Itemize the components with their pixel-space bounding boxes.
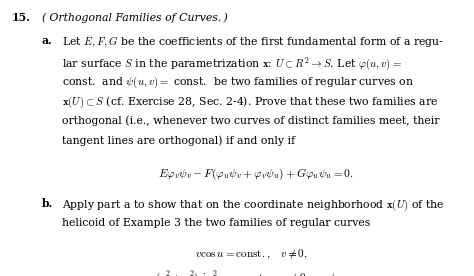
Text: Apply part a to show that on the coordinate neighborhood $\mathbf{x}(U)$ of the: Apply part a to show that on the coordin… [62, 198, 444, 213]
Text: $E\varphi_v\psi_v - F(\varphi_u\psi_v + \varphi_v\psi_u) + G\varphi_u\psi_u = 0.: $E\varphi_v\psi_v - F(\varphi_u\psi_v + … [158, 166, 354, 182]
Text: Let $E, F, G$ be the coefficients of the first fundamental form of a regu-: Let $E, F, G$ be the coefficients of the… [62, 34, 444, 49]
Text: b.: b. [42, 198, 53, 209]
Text: 15.: 15. [12, 12, 31, 23]
Text: const.  and $\psi(u, v) =$ const.  be two families of regular curves on: const. and $\psi(u, v) =$ const. be two … [62, 75, 414, 90]
Text: helicoid of Example 3 the two families of regular curves: helicoid of Example 3 the two families o… [62, 218, 370, 228]
Text: $\mathbf{x}(U) \subset S$ (cf. Exercise 28, Sec. 2-4). Prove that these two fami: $\mathbf{x}(U) \subset S$ (cf. Exercise … [62, 95, 438, 110]
Text: tangent lines are orthogonal) if and only if: tangent lines are orthogonal) if and onl… [62, 135, 295, 146]
Text: (  Orthogonal Families of Curves. ): ( Orthogonal Families of Curves. ) [42, 12, 228, 23]
Text: lar surface $S$ in the parametrization $\mathbf{x}$: $U \subset R^2 \rightarrow : lar surface $S$ in the parametrization $… [62, 55, 401, 71]
Text: $v\cos u = \mathrm{const.,}\quad v \neq 0,$: $v\cos u = \mathrm{const.,}\quad v \neq … [195, 247, 308, 261]
Text: a.: a. [42, 34, 53, 46]
Text: orthogonal (i.e., whenever two curves of distinct families meet, their: orthogonal (i.e., whenever two curves of… [62, 115, 439, 126]
Text: $(v^2 + a^2)\sin^2 u = \mathrm{const.,}\quad v \neq 0,\quad u \neq \pi,$: $(v^2 + a^2)\sin^2 u = \mathrm{const.,}\… [155, 269, 348, 276]
